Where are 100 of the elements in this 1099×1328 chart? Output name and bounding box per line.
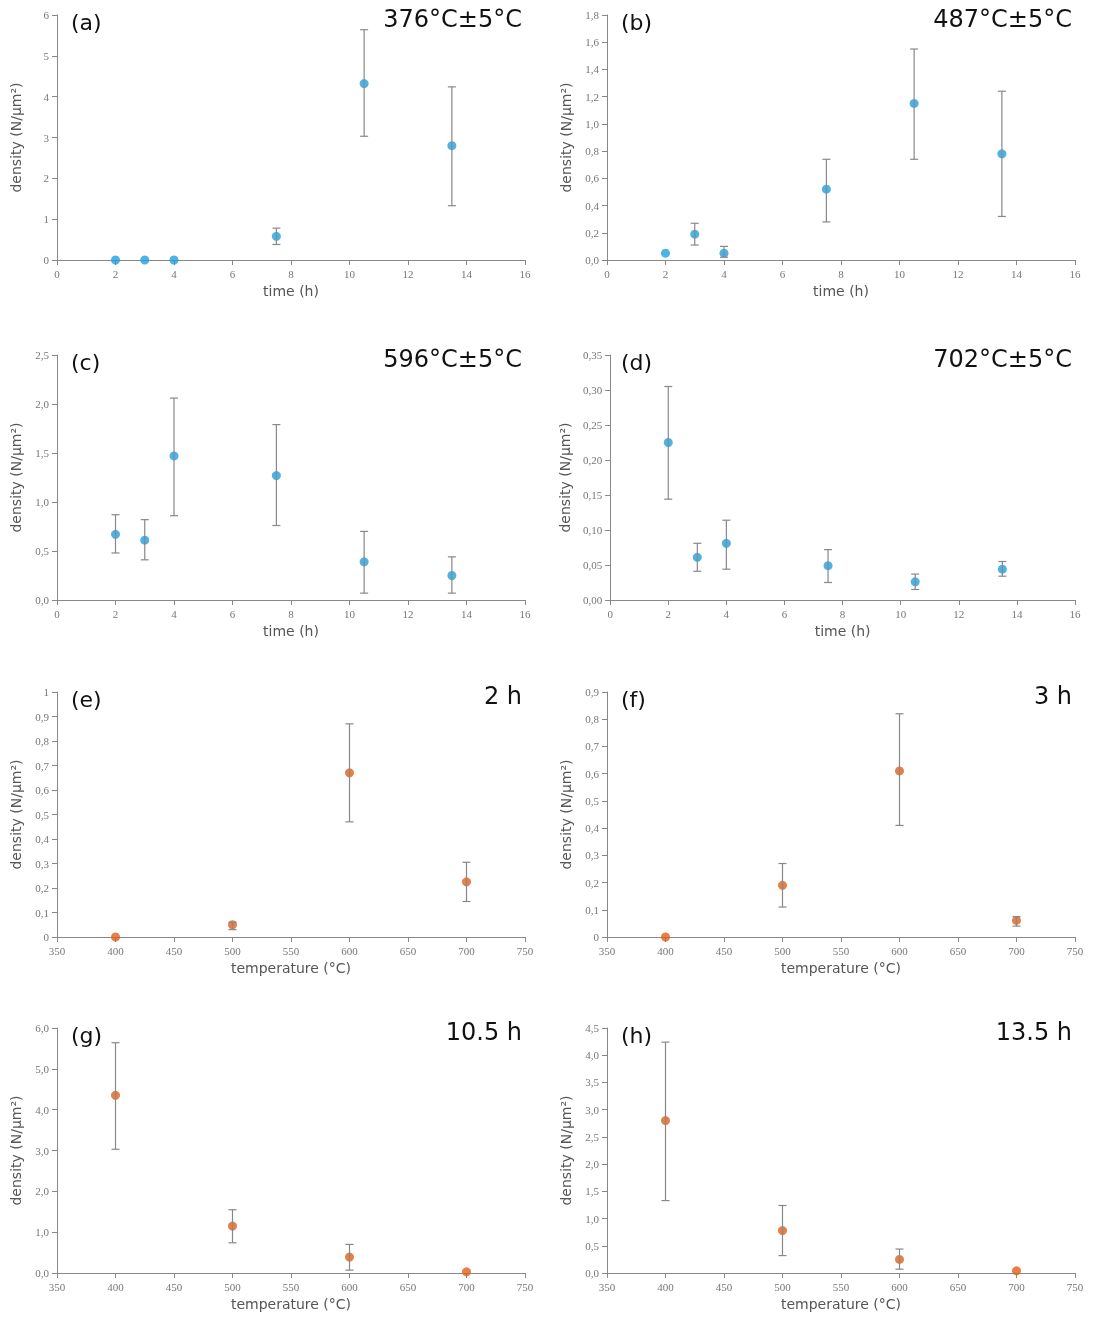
y-tick-label: 0,6 bbox=[585, 172, 600, 185]
x-tick-label: 350 bbox=[598, 1280, 616, 1293]
annotation: (f) bbox=[621, 686, 646, 712]
x-tick-label: 450 bbox=[715, 944, 733, 957]
x-tick-label: 8 bbox=[288, 607, 295, 620]
x-tick-label: 600 bbox=[891, 1280, 909, 1293]
x-tick-label: 450 bbox=[165, 944, 183, 957]
x-axis-title: temperature (°C) bbox=[780, 1296, 902, 1312]
y-tick-label: 1,6 bbox=[585, 36, 600, 49]
y-axis-title: density (N/µm²) bbox=[557, 422, 573, 533]
x-tick-label: 8 bbox=[839, 607, 846, 620]
x-tick-label: 12 bbox=[953, 607, 965, 620]
y-tick-label: 3,0 bbox=[35, 1144, 50, 1157]
x-tick-label: 650 bbox=[399, 944, 417, 957]
y-tick-label: 0,5 bbox=[35, 545, 50, 557]
x-tick-label: 0 bbox=[604, 267, 611, 280]
x-tick-label: 4 bbox=[721, 267, 728, 280]
point bbox=[1012, 1266, 1021, 1276]
x-tick-label: 400 bbox=[107, 1280, 125, 1293]
x-tick-label: 6 bbox=[781, 607, 788, 620]
x-axis-title: time (h) bbox=[263, 623, 319, 639]
y-tick-label: 0,5 bbox=[585, 1239, 600, 1252]
x-tick-label: 550 bbox=[832, 1280, 850, 1293]
chart-title: 376°C±5°C bbox=[383, 5, 522, 33]
x-tick-label: 500 bbox=[774, 944, 792, 957]
y-tick-label: 0,3 bbox=[585, 849, 600, 862]
y-axis-title: density (N/µm²) bbox=[8, 1095, 24, 1206]
y-tick-label: 6,0 bbox=[35, 1022, 50, 1034]
y-axis-title: density (N/µm²) bbox=[558, 1095, 574, 1206]
x-tick-label: 16 bbox=[1069, 267, 1081, 280]
x-tick-label: 2 bbox=[662, 267, 669, 280]
y-tick-label: 3,5 bbox=[585, 1076, 600, 1089]
y-tick-label: 0,1 bbox=[35, 906, 49, 919]
y-tick-label: 0,2 bbox=[35, 882, 49, 894]
y-tick-label: 0,2 bbox=[585, 876, 599, 889]
y-tick-label: 4,0 bbox=[35, 1103, 50, 1116]
y-tick-label: 0,5 bbox=[35, 808, 50, 821]
chart-title: 10.5 h bbox=[445, 1018, 522, 1046]
x-tick-label: 600 bbox=[891, 944, 909, 957]
y-tick-label: 0,30 bbox=[582, 384, 603, 396]
y-axis-title: density (N/µm²) bbox=[558, 82, 574, 193]
chart-title: 13.5 h bbox=[995, 1018, 1072, 1046]
x-tick-label: 750 bbox=[1066, 1280, 1084, 1293]
x-tick-label: 12 bbox=[952, 267, 964, 280]
y-tick-label: 3 bbox=[43, 131, 50, 144]
x-tick-label: 350 bbox=[48, 944, 66, 957]
x-tick-label: 14 bbox=[461, 607, 473, 620]
y-tick-label: 0,05 bbox=[582, 559, 603, 571]
point bbox=[111, 255, 120, 265]
y-tick-label: 0,8 bbox=[585, 713, 600, 726]
annotation: (e) bbox=[71, 686, 102, 712]
x-tick-label: 450 bbox=[715, 1280, 733, 1293]
chart-title: 487°C±5°C bbox=[933, 5, 1072, 33]
y-tick-label: 0,7 bbox=[585, 740, 600, 753]
chart-title: 596°C±5°C bbox=[383, 345, 522, 373]
y-tick-label: 1,0 bbox=[585, 117, 600, 130]
y-tick-label: 0,0 bbox=[35, 594, 50, 606]
x-tick-label: 700 bbox=[458, 1280, 476, 1293]
x-tick-label: 400 bbox=[657, 944, 675, 957]
point bbox=[140, 255, 150, 265]
x-tick-label: 2 bbox=[112, 267, 119, 280]
x-tick-label: 650 bbox=[949, 1280, 967, 1293]
x-axis-title: time (h) bbox=[813, 283, 869, 299]
x-tick-label: 700 bbox=[1008, 944, 1026, 957]
x-tick-label: 750 bbox=[516, 1280, 534, 1293]
x-tick-label: 350 bbox=[598, 944, 616, 957]
x-tick-label: 650 bbox=[399, 1280, 417, 1293]
x-axis-title: temperature (°C) bbox=[230, 1296, 352, 1312]
annotation: (g) bbox=[71, 1022, 103, 1048]
x-tick-label: 750 bbox=[516, 944, 534, 957]
y-axis-title: density (N/µm²) bbox=[8, 82, 24, 193]
x-tick-label: 10 bbox=[894, 267, 906, 280]
x-axis-title: temperature (°C) bbox=[230, 960, 352, 976]
x-tick-label: 14 bbox=[1011, 267, 1023, 280]
annotation: (b) bbox=[621, 9, 653, 35]
x-tick-label: 4 bbox=[723, 607, 730, 620]
x-axis-title: time (h) bbox=[814, 623, 871, 639]
chart-title: 2 h bbox=[483, 682, 522, 710]
x-tick-label: 6 bbox=[229, 607, 236, 620]
chart-title: 702°C±5°C bbox=[933, 345, 1072, 373]
y-tick-label: 0,8 bbox=[35, 735, 50, 747]
point bbox=[111, 932, 120, 942]
x-tick-label: 550 bbox=[282, 944, 300, 957]
y-tick-label: 0,7 bbox=[35, 759, 50, 772]
x-tick-label: 500 bbox=[774, 1280, 792, 1293]
y-axis-title: density (N/µm²) bbox=[8, 759, 24, 870]
x-tick-label: 550 bbox=[282, 1280, 300, 1293]
x-tick-label: 0 bbox=[54, 267, 61, 280]
point bbox=[169, 255, 179, 265]
y-tick-label: 0,4 bbox=[35, 833, 50, 845]
y-tick-label: 4 bbox=[43, 90, 50, 103]
annotation: (a) bbox=[71, 9, 102, 35]
y-tick-label: 0,9 bbox=[35, 710, 50, 723]
x-tick-label: 8 bbox=[288, 267, 295, 280]
y-tick-label: 4,0 bbox=[585, 1049, 600, 1062]
x-tick-label: 750 bbox=[1066, 944, 1084, 957]
y-tick-label: 1,0 bbox=[35, 1226, 50, 1239]
point bbox=[462, 1267, 471, 1277]
y-tick-label: 0 bbox=[593, 931, 600, 943]
y-tick-label: 1,4 bbox=[585, 63, 600, 76]
